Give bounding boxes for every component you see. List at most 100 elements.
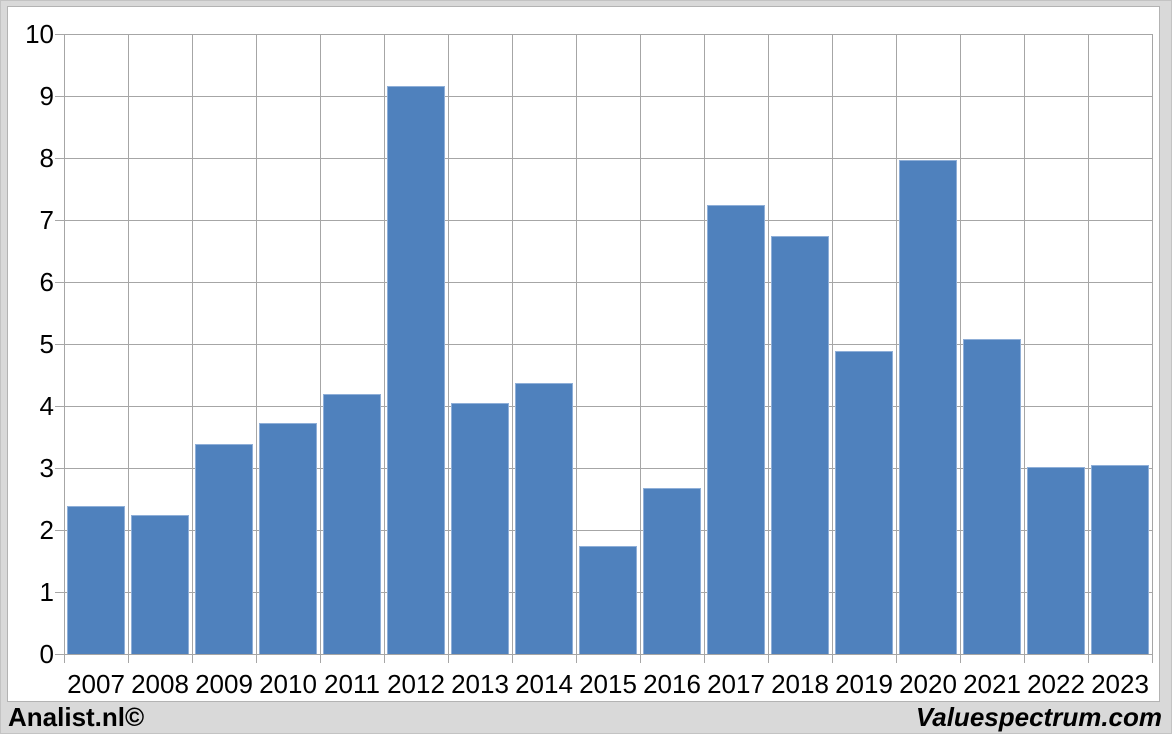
bar-2017 [707, 205, 765, 655]
x-tick-label: 2008 [131, 669, 189, 699]
x-tick-label: 2019 [835, 669, 893, 699]
x-axis-tick [320, 655, 321, 663]
x-axis-tick [576, 655, 577, 663]
plot-right-border [1152, 35, 1153, 655]
x-axis-tick [192, 655, 193, 663]
y-axis-tick [55, 530, 64, 531]
x-axis-tick [448, 655, 449, 663]
y-tick-label: 6 [39, 267, 54, 297]
x-axis-line [64, 654, 1153, 655]
bar-2023 [1091, 465, 1149, 655]
v-gridline [192, 35, 193, 655]
x-tick-label: 2017 [707, 669, 765, 699]
x-tick-label: 2018 [771, 669, 829, 699]
h-gridline [64, 220, 1153, 221]
bar-2007 [67, 506, 125, 655]
x-tick-label: 2013 [451, 669, 509, 699]
bar-2010 [259, 423, 317, 655]
v-gridline [384, 35, 385, 655]
v-gridline [576, 35, 577, 655]
x-axis-tick [960, 655, 961, 663]
bar-2009 [195, 444, 253, 655]
bar-2021 [963, 339, 1021, 655]
x-tick-label: 2020 [899, 669, 957, 699]
bar-2019 [835, 351, 893, 655]
v-gridline [960, 35, 961, 655]
y-tick-label: 7 [39, 205, 54, 235]
bar-2022 [1027, 467, 1085, 655]
y-axis-tick [55, 654, 64, 655]
y-tick-label: 3 [39, 453, 54, 483]
footer: Analist.nl© Valuespectrum.com [1, 702, 1171, 733]
bar-2016 [643, 488, 701, 655]
y-tick-label: 9 [39, 81, 54, 111]
bar-2013 [451, 403, 509, 655]
x-axis-tick [512, 655, 513, 663]
y-tick-label: 5 [39, 329, 54, 359]
h-gridline [64, 158, 1153, 159]
x-tick-label: 2016 [643, 669, 701, 699]
v-gridline [768, 35, 769, 655]
analist-credit: Analist.nl© [8, 702, 145, 732]
axis-layer: 0 1 2 3 4 5 6 7 8 9 10 2007 2008 2009 2010 2011 2012 2013… [8, 7, 1159, 701]
x-tick-label: 2007 [67, 669, 125, 699]
x-tick-label: 2010 [259, 669, 317, 699]
bar-series-layer [8, 7, 1159, 701]
y-tick-label: 2 [39, 515, 54, 545]
y-tick-label: 8 [39, 143, 54, 173]
bar-2012 [387, 86, 445, 655]
y-axis-tick [55, 406, 64, 407]
h-gridline [64, 344, 1153, 345]
bar-2020 [899, 160, 957, 655]
h-gridline [64, 282, 1153, 283]
x-tick-label: 2011 [324, 669, 380, 699]
v-gridline [832, 35, 833, 655]
v-gridline [640, 35, 641, 655]
v-gridline [1088, 35, 1089, 655]
h-gridline [64, 530, 1153, 531]
v-gridline [512, 35, 513, 655]
v-gridline [64, 35, 65, 655]
x-axis-tick [896, 655, 897, 663]
x-tick-label: 2015 [579, 669, 637, 699]
h-gridline [64, 34, 1153, 35]
y-axis-tick [55, 158, 64, 159]
y-axis-tick [55, 592, 64, 593]
y-axis-tick [55, 34, 64, 35]
x-tick-label: 2009 [195, 669, 253, 699]
y-tick-label: 10 [25, 19, 54, 49]
bar-2018 [771, 236, 829, 655]
x-axis-tick [384, 655, 385, 663]
h-gridline [64, 468, 1153, 469]
v-gridline [704, 35, 705, 655]
x-tick-label: 2012 [387, 669, 445, 699]
bar-2011 [323, 394, 381, 655]
v-gridline [896, 35, 897, 655]
x-tick-label: 2022 [1027, 669, 1085, 699]
x-axis-tick [768, 655, 769, 663]
x-axis-tick [1024, 655, 1025, 663]
x-axis-tick [256, 655, 257, 663]
bar-2015 [579, 546, 637, 655]
y-axis-tick [55, 344, 64, 345]
x-axis-tick [128, 655, 129, 663]
h-gridline [64, 96, 1153, 97]
gridline-layer [8, 7, 1159, 701]
x-axis-tick [1152, 655, 1153, 663]
x-tick-label: 2014 [515, 669, 573, 699]
x-axis-tick [1088, 655, 1089, 663]
y-axis-tick [55, 220, 64, 221]
x-axis-tick [704, 655, 705, 663]
y-axis-tick [55, 282, 64, 283]
y-axis-tick [55, 96, 64, 97]
x-tick-label: 2021 [963, 669, 1021, 699]
bar-2014 [515, 383, 573, 655]
x-tick-label: 2023 [1091, 669, 1149, 699]
v-gridline [256, 35, 257, 655]
x-axis-tick [640, 655, 641, 663]
x-axis-tick [64, 655, 65, 663]
v-gridline [1024, 35, 1025, 655]
h-gridline [64, 406, 1153, 407]
v-gridline [448, 35, 449, 655]
